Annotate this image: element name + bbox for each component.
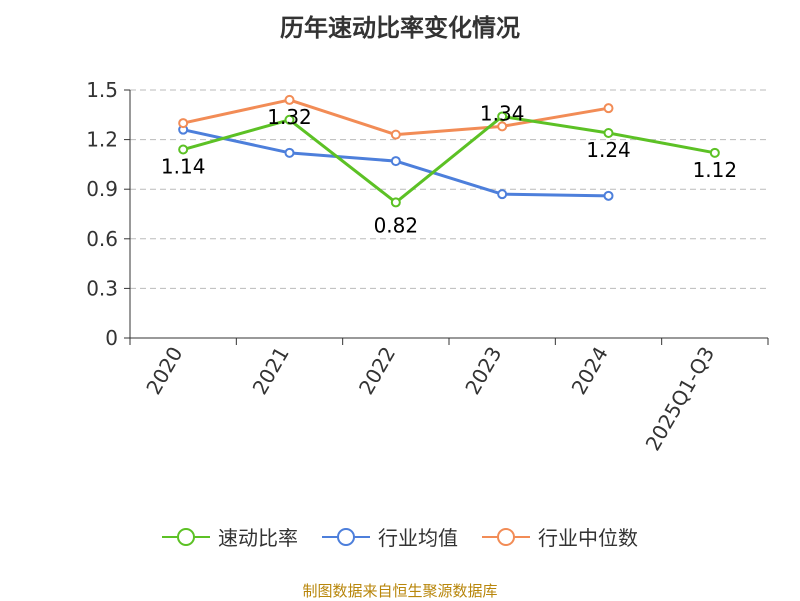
y-tick-label: 1.5 xyxy=(86,78,118,102)
legend-label-series-3: 行业中位数 xyxy=(538,526,638,550)
data-point-series-3 xyxy=(390,129,401,140)
chart-title: 历年速动比率变化情况 xyxy=(280,14,520,42)
data-point-series-3 xyxy=(178,118,189,129)
series-line-1 xyxy=(182,114,716,204)
data-point-series-2 xyxy=(284,147,295,158)
data-point-series-2 xyxy=(603,190,614,201)
data-point-series-1 xyxy=(603,127,614,138)
x-tick-label: 2021 xyxy=(248,343,294,399)
data-point-series-3 xyxy=(497,121,508,132)
data-point-series-2 xyxy=(497,189,508,200)
data-point-series-2 xyxy=(390,156,401,167)
data-point-series-3 xyxy=(603,103,614,114)
legend-marker-series-1 xyxy=(162,527,210,546)
data-label: 1.12 xyxy=(693,158,738,182)
x-tick-label: 2020 xyxy=(141,343,187,399)
data-label: 0.82 xyxy=(374,213,419,237)
y-tick-label: 0 xyxy=(105,326,118,350)
y-tick-label: 0.6 xyxy=(86,227,118,251)
legend-item-series-3[interactable]: 行业中位数 xyxy=(482,522,638,551)
x-tick-label: 2022 xyxy=(354,343,400,399)
y-tick-label: 0.3 xyxy=(86,276,118,300)
legend-label-series-1: 速动比率 xyxy=(218,526,298,550)
legend-item-series-2[interactable]: 行业均值 xyxy=(322,522,458,551)
x-tick-label: 2025Q1-Q3 xyxy=(640,343,719,455)
y-tick-label: 0.9 xyxy=(86,177,118,201)
data-label: 1.32 xyxy=(267,105,312,129)
data-point-series-3 xyxy=(284,94,295,105)
data-point-series-1 xyxy=(497,111,508,122)
x-tick-label: 2024 xyxy=(567,343,613,399)
legend[interactable]: 速动比率 行业均值 行业中位数 xyxy=(0,522,800,551)
data-point-series-1 xyxy=(390,197,401,208)
legend-marker-series-2 xyxy=(322,527,370,546)
data-point-series-1 xyxy=(178,144,189,155)
data-label: 1.34 xyxy=(480,101,525,125)
legend-marker-series-3 xyxy=(482,527,530,546)
legend-label-series-2: 行业均值 xyxy=(378,526,458,550)
y-tick-label: 1.2 xyxy=(86,128,118,152)
series-line-3 xyxy=(182,98,609,137)
data-point-series-1 xyxy=(284,114,295,125)
data-label: 1.24 xyxy=(586,138,631,162)
data-point-series-1 xyxy=(709,147,720,158)
legend-item-series-1[interactable]: 速动比率 xyxy=(162,522,298,551)
data-label: 1.14 xyxy=(161,155,206,179)
x-tick-label: 2023 xyxy=(460,342,506,398)
source-note: 制图数据来自恒生聚源数据库 xyxy=(302,582,498,600)
